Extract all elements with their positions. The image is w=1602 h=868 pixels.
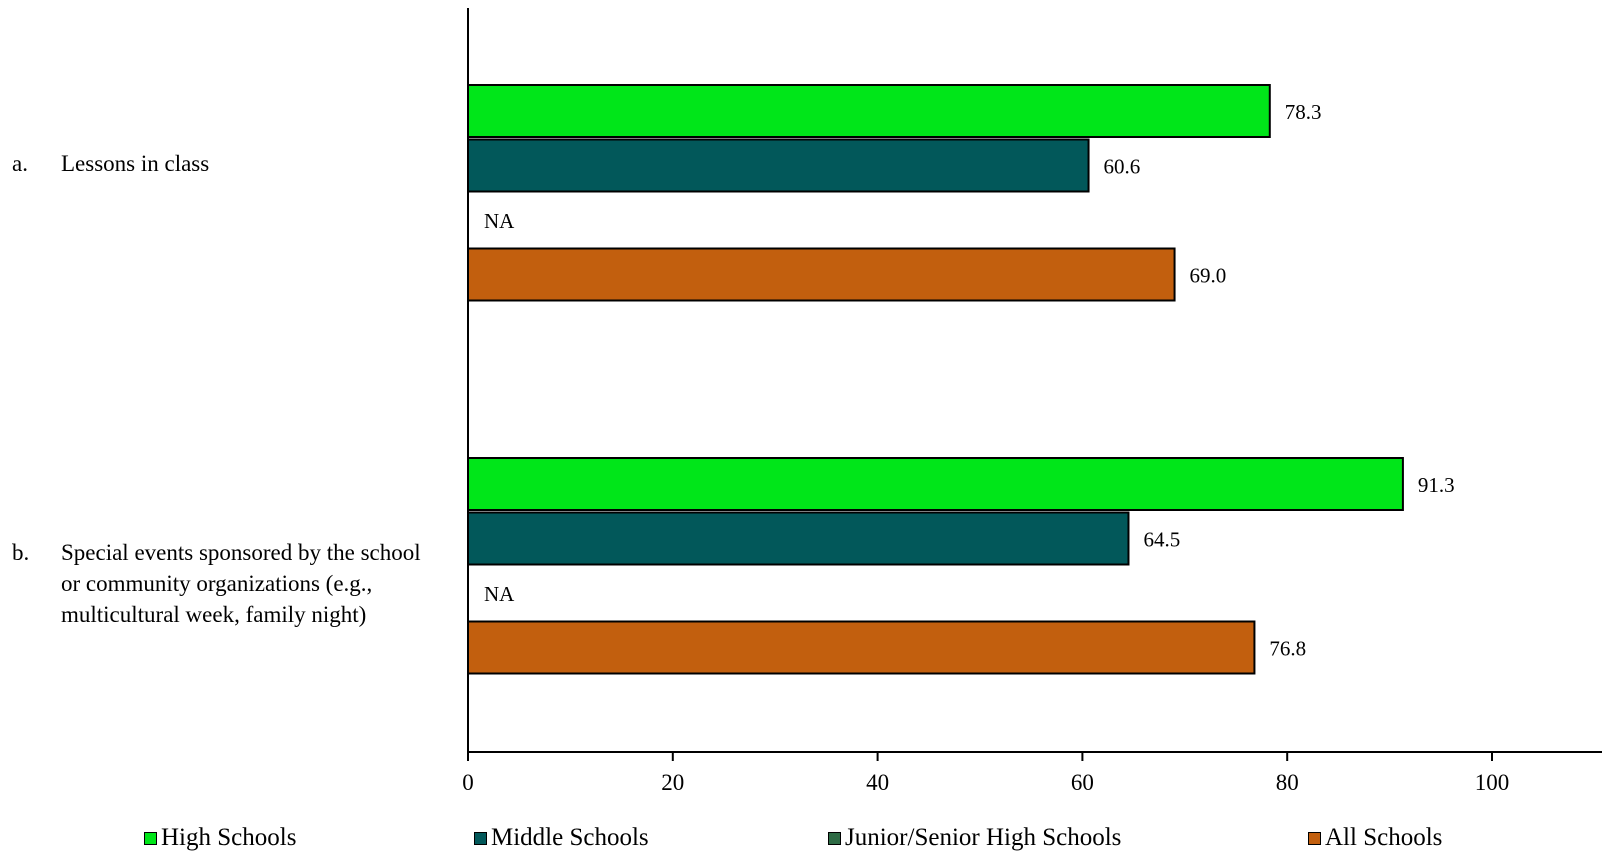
legend-swatch-icon — [1308, 831, 1321, 845]
x-tick-label: 100 — [1475, 770, 1510, 795]
data-label: 76.8 — [1269, 637, 1306, 661]
legend-item-all-schools: All Schools — [1308, 824, 1442, 852]
bar — [467, 247, 1176, 302]
x-tick-label: 0 — [462, 770, 474, 795]
data-label: 60.6 — [1104, 155, 1141, 179]
legend-swatch-icon — [144, 831, 157, 845]
x-tick-label: 40 — [866, 770, 889, 795]
data-label: 78.3 — [1285, 100, 1322, 124]
x-tick-label: 60 — [1071, 770, 1094, 795]
legend-label: High Schools — [161, 824, 297, 851]
bar — [467, 511, 1130, 566]
legend-item-junior-senior-high-schools: Junior/Senior High Schools — [828, 824, 1121, 852]
category-label-a: Lessons in class — [61, 151, 210, 176]
category-prefix-b: b. — [12, 540, 30, 565]
legend-item-high-schools: High Schools — [144, 824, 296, 852]
data-label: 69.0 — [1190, 264, 1227, 288]
x-tick-label: 80 — [1276, 770, 1299, 795]
category-prefix-a: a. — [12, 151, 28, 176]
data-label: 64.5 — [1143, 528, 1180, 552]
legend-label: All Schools — [1325, 824, 1443, 851]
legend-item-middle-schools: Middle Schools — [474, 824, 649, 852]
legend-label: Junior/Senior High Schools — [845, 824, 1122, 851]
category-label-b: Special events sponsored by the school o… — [61, 540, 421, 627]
bar — [467, 620, 1256, 675]
x-tick-label: 20 — [661, 770, 684, 795]
data-label: NA — [484, 209, 515, 233]
bar — [467, 84, 1271, 138]
data-label: 91.3 — [1418, 473, 1455, 497]
bar — [467, 138, 1090, 193]
legend-swatch-icon — [828, 831, 841, 845]
bar — [467, 457, 1404, 511]
data-label: NA — [484, 582, 515, 606]
legend-label: Middle Schools — [491, 824, 649, 851]
legend-swatch-icon — [474, 831, 487, 845]
